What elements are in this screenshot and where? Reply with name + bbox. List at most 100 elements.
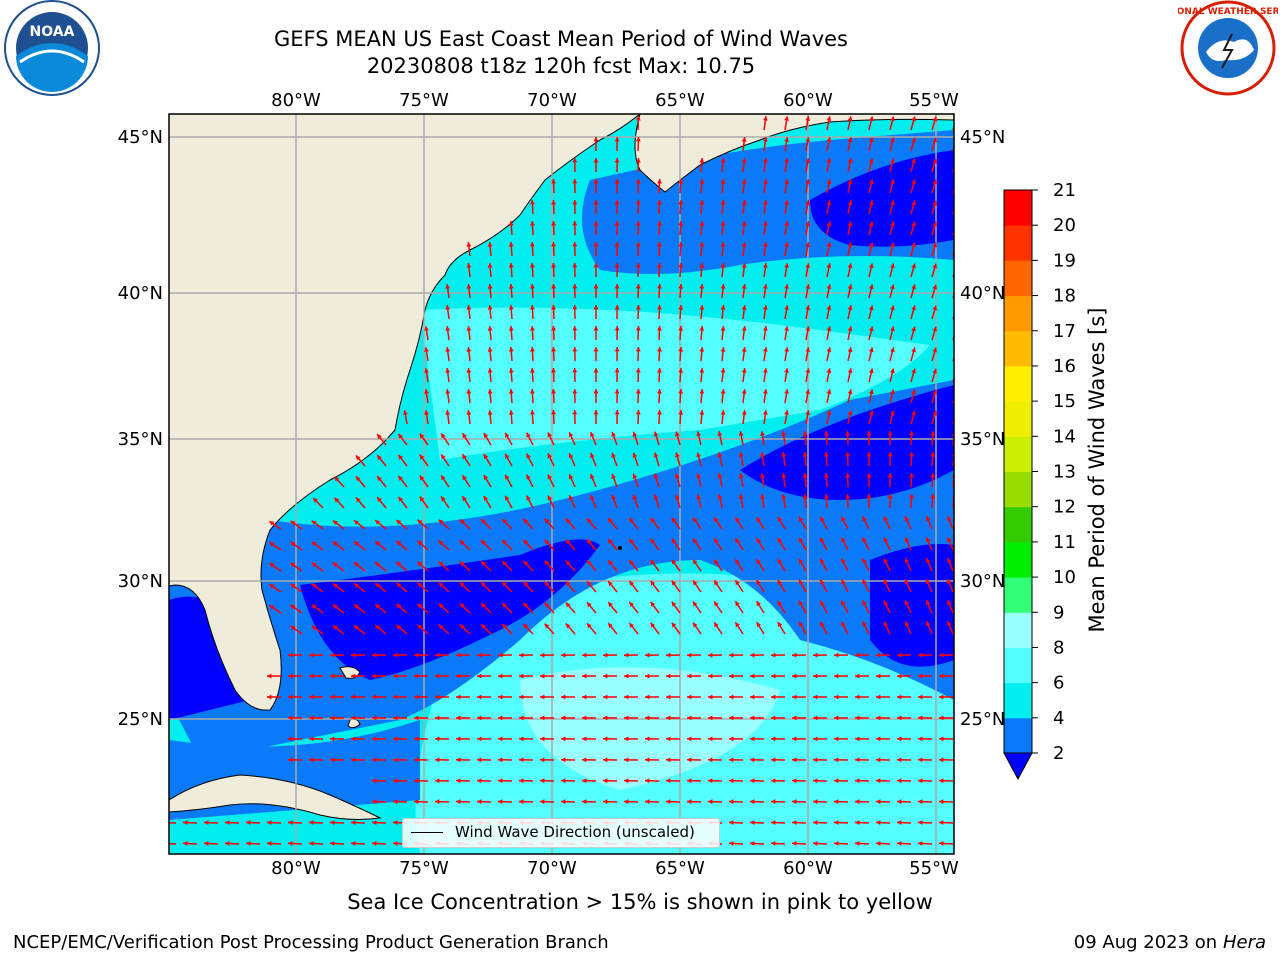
wind-arrow-head — [750, 715, 755, 721]
lat-label-right: 25°N — [960, 709, 1005, 730]
wind-arrow-head — [784, 326, 789, 331]
wind-arrow-head — [330, 820, 335, 825]
wind-arrow-head — [939, 841, 944, 846]
wind-arrow-head — [738, 452, 744, 457]
wave-core-northeast — [810, 150, 954, 247]
wind-arrow-head — [939, 715, 944, 721]
wind-arrow-head — [687, 694, 692, 700]
wind-arrow-head — [204, 841, 209, 846]
colorbar-segment — [1004, 471, 1032, 508]
wind-arrow-head — [918, 715, 923, 721]
wind-arrow-head — [939, 694, 944, 700]
wind-arrow-head — [678, 284, 684, 289]
wind-arrow-head — [904, 537, 910, 543]
wind-arrow-head — [741, 179, 747, 184]
wind-arrow-head — [876, 757, 881, 763]
wind-arrow-head — [841, 579, 846, 585]
wind-arrow-head — [847, 326, 853, 332]
wind-arrow-head — [890, 347, 895, 353]
wind-arrow-head — [393, 778, 398, 784]
wind-arrow-head — [519, 799, 524, 805]
wind-arrow-head — [763, 410, 768, 415]
colorbar-segment — [1004, 541, 1032, 578]
wind-arrow-head — [614, 158, 620, 163]
wind-arrow-head — [911, 410, 916, 416]
wind-arrow-head — [582, 799, 587, 805]
wind-arrow-head — [653, 494, 659, 500]
wind-arrow-head — [760, 473, 765, 478]
colorbar-tick-label: 9 — [1053, 602, 1064, 623]
wind-arrow-head — [826, 389, 832, 394]
wind-arrow-head — [868, 347, 874, 353]
wind-arrow-head — [708, 757, 713, 763]
wind-arrow-head — [332, 541, 338, 547]
wind-arrow-head — [608, 623, 613, 629]
wind-arrow-head — [435, 778, 440, 784]
wind-arrow-head — [417, 624, 423, 630]
wind-arrow-head — [445, 305, 451, 310]
wind-arrow-head — [519, 757, 524, 763]
wind-arrow-head — [693, 517, 698, 523]
wind-arrow-head — [826, 221, 832, 226]
wind-arrow-head — [603, 673, 608, 679]
wind-arrow-head — [813, 736, 818, 742]
wind-arrow-head — [565, 581, 571, 587]
wind-arrow-head — [826, 200, 832, 205]
wind-arrow-head — [777, 601, 783, 606]
wind-arrow-head — [805, 347, 811, 352]
wind-arrow-head — [311, 604, 317, 610]
wind-arrow-head — [635, 221, 641, 226]
wind-arrow-head — [351, 841, 356, 846]
wind-arrow-head — [614, 179, 620, 184]
wind-arrow-head — [530, 368, 535, 373]
wind-arrow-head — [608, 602, 613, 608]
wind-arrow-head — [756, 601, 761, 607]
wind-arrow-head — [862, 558, 867, 564]
wind-arrow-head — [687, 778, 692, 784]
wind-arrow-head — [741, 242, 747, 247]
wind-arrow-head — [841, 621, 846, 627]
wind-arrow-head — [288, 820, 293, 825]
wind-arrow-head — [657, 410, 662, 415]
wind-arrow-head — [614, 221, 620, 226]
wind-arrow-head — [530, 347, 535, 352]
wind-arrow-head — [526, 453, 531, 459]
wind-arrow-head — [763, 284, 768, 289]
wind-arrow-head — [813, 778, 818, 784]
wind-arrow-head — [771, 694, 776, 700]
wind-arrow-head — [587, 518, 592, 524]
wind-arrow-head — [650, 580, 656, 586]
colorbar-tick-label: 16 — [1053, 356, 1076, 377]
wind-arrow-head — [614, 263, 620, 268]
wind-arrow-head — [393, 694, 398, 700]
colorbar-segment — [1004, 506, 1032, 543]
wind-arrow-head — [417, 561, 423, 567]
wind-arrow-head — [650, 517, 656, 523]
wind-arrow-head — [603, 778, 608, 784]
wind-arrow-head — [582, 778, 587, 784]
wind-arrow-head — [741, 158, 747, 163]
wind-arrow-head — [826, 305, 832, 310]
wind-arrow-head — [332, 583, 338, 589]
wind-arrow-head — [799, 579, 804, 585]
wind-arrow-head — [614, 284, 620, 289]
wind-arrow-head — [523, 518, 529, 524]
wind-arrow-head — [876, 694, 881, 700]
wind-arrow-head — [678, 326, 684, 331]
wind-arrow-head — [375, 520, 381, 525]
wind-arrow-head — [614, 200, 620, 205]
wind-arrow-head — [332, 604, 338, 610]
wind-arrow-head — [477, 652, 482, 658]
wind-arrow-head — [666, 694, 671, 700]
wind-arrow-head — [932, 347, 937, 353]
lat-labels-left: 45°N 40°N 35°N 30°N 25°N — [118, 127, 163, 730]
wind-arrow-head — [354, 541, 359, 546]
wind-arrow-head — [375, 541, 381, 546]
colorbar-segment — [1004, 647, 1032, 684]
wind-arrow-head — [720, 389, 726, 394]
wind-arrow-head — [635, 116, 641, 121]
wind-arrow-head — [508, 242, 514, 247]
wind-arrow-head — [805, 116, 811, 121]
wind-arrow-head — [551, 347, 556, 352]
wind-arrow-head — [720, 284, 726, 289]
